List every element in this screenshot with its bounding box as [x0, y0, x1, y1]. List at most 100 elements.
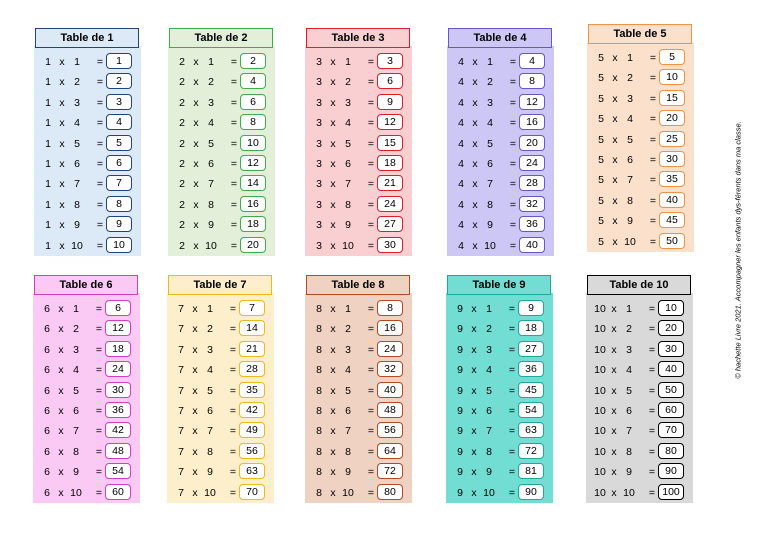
- times-sign: x: [612, 154, 618, 166]
- multiplicand: 9: [457, 364, 463, 377]
- table-card-4: 4 x 1 = 4 4 x 2 = 8 4 x 3 = 12 4 x 4 = 16 4 x 5 = 20 4 x 6 = 24 4 x 7 = 28…: [447, 28, 554, 256]
- times-sign: x: [611, 343, 617, 356]
- table-row: 2 x 4 = 8: [168, 113, 275, 133]
- multiplier: 9: [487, 219, 493, 232]
- multiplier: 4: [487, 117, 493, 130]
- times-sign: x: [611, 303, 617, 315]
- multiplier: 3: [627, 92, 633, 105]
- equals-sign: =: [509, 178, 517, 191]
- table-card-10: 10 x 1 = 10 10 x 2 = 20 10 x 3 = 30 10 x 4 = 40 10 x 5 = 50 10 x 6 =…: [586, 275, 693, 503]
- equals-sign: =: [508, 425, 516, 438]
- result-box: 6: [377, 73, 403, 90]
- table-row: 6 x 9 = 54: [33, 462, 140, 482]
- result-box: 30: [377, 236, 403, 253]
- table-row: 5 x 8 = 40: [587, 191, 694, 211]
- multiplier: 4: [345, 364, 351, 377]
- multiplier: 8: [487, 198, 493, 211]
- multiplier: 7: [626, 425, 632, 438]
- multiplier: 6: [73, 405, 79, 417]
- multiplier: 3: [345, 343, 351, 356]
- table-row: 5 x 4 = 20: [587, 109, 694, 129]
- multiplier: 5: [74, 137, 80, 150]
- multiplier: 6: [207, 405, 213, 417]
- table-row: 7 x 10 = 70: [167, 483, 274, 503]
- result-box: 12: [377, 114, 403, 131]
- times-sign: x: [192, 466, 198, 479]
- table-row: 5 x 2 = 10: [587, 68, 694, 88]
- equals-sign: =: [367, 445, 375, 458]
- multiplier: 1: [627, 52, 633, 64]
- result-box: 28: [519, 175, 545, 192]
- table-row: 3 x 4 = 12: [305, 113, 412, 133]
- multiplicand: 8: [316, 364, 322, 377]
- multiplicand: 9: [457, 343, 463, 356]
- times-sign: x: [472, 137, 478, 150]
- result-box: 42: [239, 402, 265, 418]
- table-row: 6 x 5 = 30: [33, 381, 140, 401]
- result-box: 56: [377, 422, 403, 439]
- result-box: 3: [106, 93, 132, 110]
- times-sign: x: [192, 364, 198, 377]
- equals-sign: =: [230, 76, 238, 89]
- multiplicand: 4: [458, 198, 464, 211]
- equals-sign: =: [649, 194, 657, 207]
- table-body: 2 x 1 = 2 2 x 2 = 4 2 x 3 = 6 2 x 4 = 8 2 x 5 = 10 2 x 6 = 12 2 x 7 = 14 2 x…: [168, 46, 275, 256]
- equals-sign: =: [509, 56, 517, 68]
- multiplier: 9: [626, 466, 632, 479]
- equals-sign: =: [367, 486, 375, 499]
- result-box: 8: [377, 300, 403, 316]
- table-row: 7 x 8 = 56: [167, 442, 274, 462]
- times-sign: x: [330, 239, 336, 252]
- multiplier: 7: [207, 425, 213, 438]
- table-title: Table de 10: [587, 275, 691, 295]
- times-sign: x: [472, 117, 478, 130]
- times-sign: x: [192, 323, 198, 336]
- times-sign: x: [471, 343, 477, 356]
- result-box: 14: [240, 175, 266, 192]
- multiplier: 1: [345, 56, 351, 68]
- equals-sign: =: [509, 239, 517, 252]
- multiplicand: 9: [457, 425, 463, 438]
- table-row: 2 x 3 = 6: [168, 93, 275, 113]
- times-sign: x: [59, 158, 65, 170]
- table-row: 4 x 3 = 12: [447, 93, 554, 113]
- times-sign: x: [192, 405, 198, 417]
- result-box: 50: [658, 381, 684, 398]
- multiplier: 2: [345, 323, 351, 336]
- multiplier: 10: [623, 486, 635, 499]
- table-row: 4 x 4 = 16: [447, 113, 554, 133]
- table-row: 6 x 6 = 36: [33, 401, 140, 421]
- multiplicand: 6: [44, 466, 50, 479]
- multiplicand: 8: [316, 343, 322, 356]
- result-box: 2: [240, 53, 266, 69]
- table-row: 1 x 2 = 2: [34, 72, 141, 92]
- multiplicand: 5: [598, 52, 604, 64]
- times-sign: x: [471, 425, 477, 438]
- table-row: 7 x 7 = 49: [167, 421, 274, 441]
- result-box: 24: [377, 195, 403, 212]
- result-box: 6: [240, 93, 266, 110]
- times-sign: x: [58, 364, 64, 377]
- table-row: 10 x 8 = 80: [586, 442, 693, 462]
- equals-sign: =: [509, 219, 517, 232]
- times-sign: x: [472, 198, 478, 211]
- table-row: 4 x 10 = 40: [447, 236, 554, 256]
- multiplicand: 5: [598, 92, 604, 105]
- result-box: 10: [240, 134, 266, 151]
- equals-sign: =: [648, 466, 656, 479]
- result-box: 16: [377, 320, 403, 337]
- multiplicand: 10: [594, 384, 606, 397]
- table-body: 9 x 1 = 9 9 x 2 = 18 9 x 3 = 27 9 x 4 = 36 9 x 5 = 45 9 x 6 = 54 9 x 7 = 6…: [446, 293, 553, 503]
- multiplicand: 8: [316, 445, 322, 458]
- multiplicand: 9: [457, 466, 463, 479]
- result-box: 54: [518, 402, 544, 418]
- table-body: 10 x 1 = 10 10 x 2 = 20 10 x 3 = 30 10 x 4 = 40 10 x 5 = 50 10 x 6 =…: [586, 293, 693, 503]
- multiplier: 5: [208, 137, 214, 150]
- result-box: 30: [105, 381, 131, 398]
- equals-sign: =: [95, 486, 103, 499]
- multiplicand: 2: [179, 239, 185, 252]
- table-card-7: 7 x 1 = 7 7 x 2 = 14 7 x 3 = 21 7 x 4 = 28 7 x 5 = 35 7 x 6 = 42 7 x 7 = 4…: [167, 275, 274, 503]
- result-box: 12: [519, 93, 545, 110]
- multiplier: 1: [208, 56, 214, 68]
- times-sign: x: [471, 486, 477, 499]
